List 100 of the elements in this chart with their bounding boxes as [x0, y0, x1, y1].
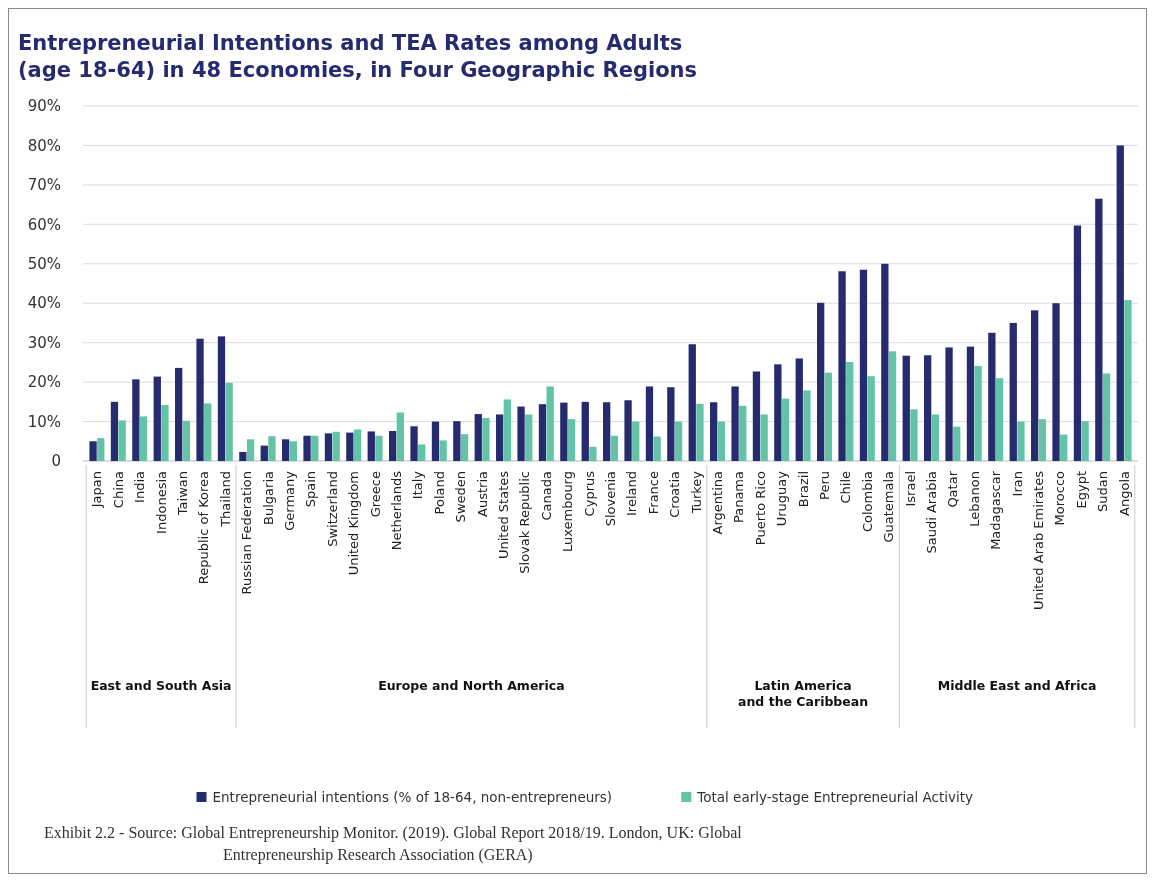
bar [460, 434, 469, 461]
y-tick-label: 0 [51, 452, 61, 471]
bar [517, 406, 525, 461]
bar [1081, 421, 1089, 461]
bar [838, 271, 846, 461]
bar [881, 263, 889, 461]
x-tick-label: Cyprus [581, 470, 597, 517]
x-tick-label: Iran [1009, 471, 1025, 497]
x-tick-label: Austria [474, 471, 490, 517]
y-tick-label: 20% [27, 373, 61, 392]
x-tick-label: Saudi Arabia [924, 471, 940, 554]
bar [603, 402, 611, 461]
bar [153, 376, 161, 461]
x-tick-label: Panama [731, 471, 747, 524]
x-tick-label: Puerto Rico [752, 470, 768, 546]
bar [632, 421, 640, 461]
bar [246, 439, 255, 461]
bar [817, 302, 825, 461]
x-tick-label: Thailand [217, 471, 233, 528]
bar [1060, 434, 1068, 461]
x-tick-label: Angola [1116, 471, 1132, 516]
bar [581, 401, 589, 461]
bar [332, 431, 340, 461]
bar [239, 451, 247, 461]
bar [645, 386, 654, 461]
bar [161, 404, 169, 461]
bar [132, 379, 140, 461]
bar [824, 372, 832, 461]
bar [1009, 322, 1017, 461]
bar [988, 332, 996, 461]
bar [752, 371, 761, 461]
x-tick-label: Peru [817, 471, 833, 500]
x-tick-label: Taiwan [175, 471, 191, 517]
bar [1095, 198, 1103, 461]
y-tick-label: 80% [27, 136, 61, 155]
bar [538, 404, 547, 461]
x-tick-label: Croatia [667, 471, 683, 518]
bar [567, 419, 576, 461]
bar [97, 438, 105, 461]
x-tick-label: China [110, 471, 126, 509]
bar [196, 338, 204, 461]
bar [1124, 300, 1132, 461]
bar [474, 414, 482, 461]
x-tick-label: Spain [303, 471, 319, 508]
bar [731, 386, 739, 461]
bar [204, 403, 212, 461]
bar [610, 435, 618, 461]
bar [945, 347, 953, 461]
bar [303, 435, 311, 461]
x-tick-label: Russian Federation [239, 471, 255, 595]
bar [717, 421, 725, 461]
x-tick-label: Republic of Korea [196, 471, 212, 585]
x-tick-label: Indonesia [153, 471, 169, 534]
bar [966, 346, 975, 461]
bar [282, 439, 290, 461]
bar [710, 402, 718, 461]
bar [118, 420, 126, 461]
legend-label: Total early-stage Entrepreneurial Activity [696, 789, 973, 806]
x-tick-label: India [132, 471, 148, 503]
bar [953, 426, 961, 461]
y-tick-label: 70% [27, 176, 61, 195]
bar [924, 355, 932, 461]
x-tick-label: Japan [89, 471, 105, 509]
x-tick-label: Luxembourg [560, 471, 576, 553]
bar [89, 441, 97, 461]
bar [1116, 145, 1124, 461]
bar [688, 344, 696, 461]
bar [910, 409, 918, 461]
x-tick-label: Canada [538, 471, 554, 521]
x-tick-label: Lebanon [966, 471, 982, 527]
bar [846, 361, 854, 461]
bar [217, 336, 226, 461]
bar [396, 412, 404, 461]
x-tick-label: Israel [902, 471, 918, 507]
bar [439, 440, 447, 461]
bar [139, 416, 148, 461]
bar [375, 435, 383, 461]
bar [311, 435, 319, 461]
x-tick-label: Poland [431, 471, 447, 515]
legend-label: Entrepreneurial intentions (% of 18-64, non-entrepreneurs) [212, 789, 613, 806]
bar [1052, 303, 1060, 461]
bar [867, 376, 875, 461]
x-tick-label: Sweden [453, 471, 469, 523]
bar [1017, 421, 1025, 461]
x-tick-label: Qatar [945, 470, 961, 508]
bar [560, 402, 568, 461]
bar [289, 441, 297, 461]
y-tick-label: 30% [27, 333, 61, 352]
bar [653, 436, 661, 461]
x-tick-label: Argentina [710, 471, 726, 535]
x-tick-label: Chile [838, 471, 854, 504]
x-tick-label: United States [496, 470, 512, 560]
bar [353, 429, 362, 461]
bar [110, 401, 119, 461]
bar [781, 398, 790, 461]
bar [546, 386, 554, 461]
bar [410, 426, 418, 461]
bar [324, 433, 333, 461]
bar [974, 365, 982, 461]
bar [795, 358, 803, 461]
